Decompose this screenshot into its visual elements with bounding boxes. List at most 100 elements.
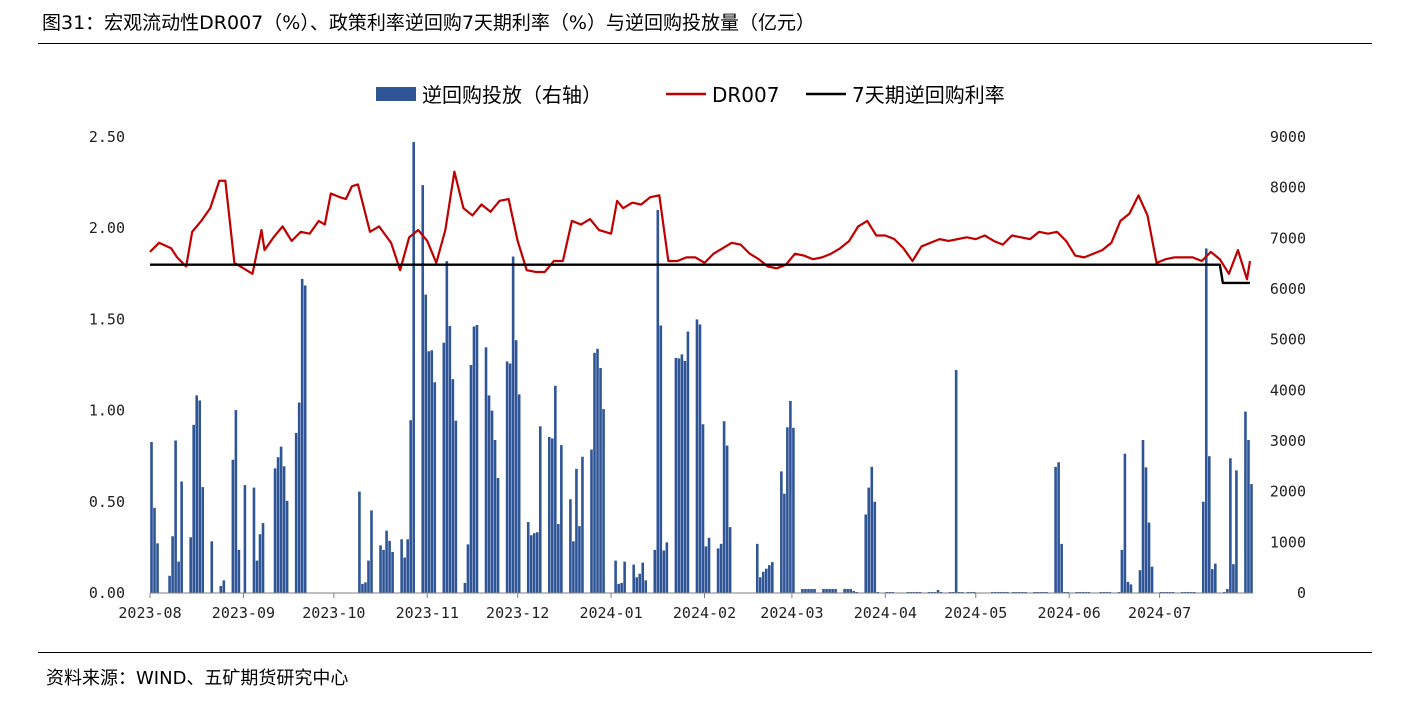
bar (632, 564, 635, 593)
bar (282, 466, 286, 593)
bar (192, 424, 195, 593)
bar (303, 285, 307, 593)
y-left-tick-label: 0.50 (89, 493, 125, 511)
bar (189, 537, 192, 593)
bar (867, 487, 871, 593)
bar (960, 591, 964, 593)
bar (493, 439, 497, 593)
bar (725, 445, 729, 593)
y-right-tick-label: 3000 (1270, 432, 1306, 450)
bar (1180, 591, 1184, 593)
bar (1117, 591, 1121, 593)
bar (783, 493, 786, 593)
bar (846, 588, 849, 593)
bar (391, 551, 394, 593)
bar (599, 368, 602, 593)
bar (1102, 591, 1106, 593)
bar (454, 420, 458, 593)
bar (635, 577, 638, 593)
y-right-tick-label: 8000 (1270, 179, 1306, 197)
bar (517, 394, 521, 593)
bar (1232, 564, 1235, 593)
source-rule (38, 652, 1372, 653)
bar (1081, 591, 1085, 593)
bar (219, 585, 223, 593)
bar (620, 582, 623, 593)
bar (1003, 591, 1006, 593)
x-tick-label: 2023-08 (118, 604, 181, 622)
bar (864, 514, 868, 593)
bar (572, 541, 575, 593)
y-right-tick-label: 1000 (1270, 533, 1306, 551)
bar (557, 524, 560, 593)
bar (1204, 248, 1208, 593)
bar (1060, 543, 1063, 593)
bar (891, 591, 895, 593)
bar (1150, 566, 1154, 593)
bar (538, 426, 542, 593)
bar (511, 256, 515, 593)
bar (1066, 591, 1069, 593)
bar (1214, 563, 1217, 593)
bar (764, 568, 768, 593)
bar (758, 577, 762, 593)
y-left-tick-label: 1.50 (89, 310, 125, 328)
bar (466, 544, 470, 593)
bar (445, 261, 449, 593)
bar (273, 468, 277, 593)
bar (789, 400, 792, 593)
bar (505, 361, 509, 593)
policy-rate-line (150, 263, 1250, 285)
x-tick-label: 2024-07 (1128, 604, 1191, 622)
bar (888, 591, 892, 593)
bar (1120, 549, 1124, 593)
source-note: 资料来源：WIND、五矿期货研究中心 (46, 668, 349, 689)
bar (698, 324, 702, 593)
bar (1039, 591, 1042, 593)
bar-series (150, 142, 1253, 593)
bar (569, 499, 572, 593)
bar (852, 590, 855, 593)
bar (195, 395, 198, 593)
bar (171, 536, 174, 593)
bar (1021, 591, 1024, 593)
bar (915, 591, 919, 593)
bar (1084, 591, 1088, 593)
bar (1208, 456, 1211, 593)
bar (201, 487, 205, 593)
bar (771, 562, 774, 593)
legend-label-policy: 7天期逆回购利率 (852, 83, 1005, 107)
bar (156, 543, 159, 593)
bar (1144, 467, 1148, 593)
bar (1105, 591, 1109, 593)
bar (849, 588, 852, 593)
bar (297, 402, 301, 593)
bar (825, 588, 828, 593)
legend-swatch-bars (376, 87, 416, 101)
bar (231, 459, 235, 593)
bar (1075, 591, 1078, 593)
bar (909, 591, 913, 593)
bar (1162, 591, 1166, 593)
y-right-tick-label: 0 (1297, 584, 1306, 602)
bar (997, 591, 1000, 593)
bar (475, 324, 479, 593)
bar (686, 331, 690, 593)
x-tick-label: 2024-04 (854, 604, 917, 622)
bar (279, 446, 283, 593)
bar (831, 588, 834, 593)
bar (575, 468, 578, 593)
bar (870, 466, 874, 593)
bar (641, 562, 645, 593)
x-tick-label: 2024-06 (1038, 604, 1101, 622)
bar (1033, 591, 1036, 593)
bar (951, 591, 955, 593)
bar (813, 588, 816, 593)
bar (177, 561, 180, 593)
bar (659, 325, 663, 593)
bar (927, 591, 931, 593)
bar (400, 539, 403, 593)
bar (656, 209, 660, 593)
bar (1201, 501, 1205, 593)
